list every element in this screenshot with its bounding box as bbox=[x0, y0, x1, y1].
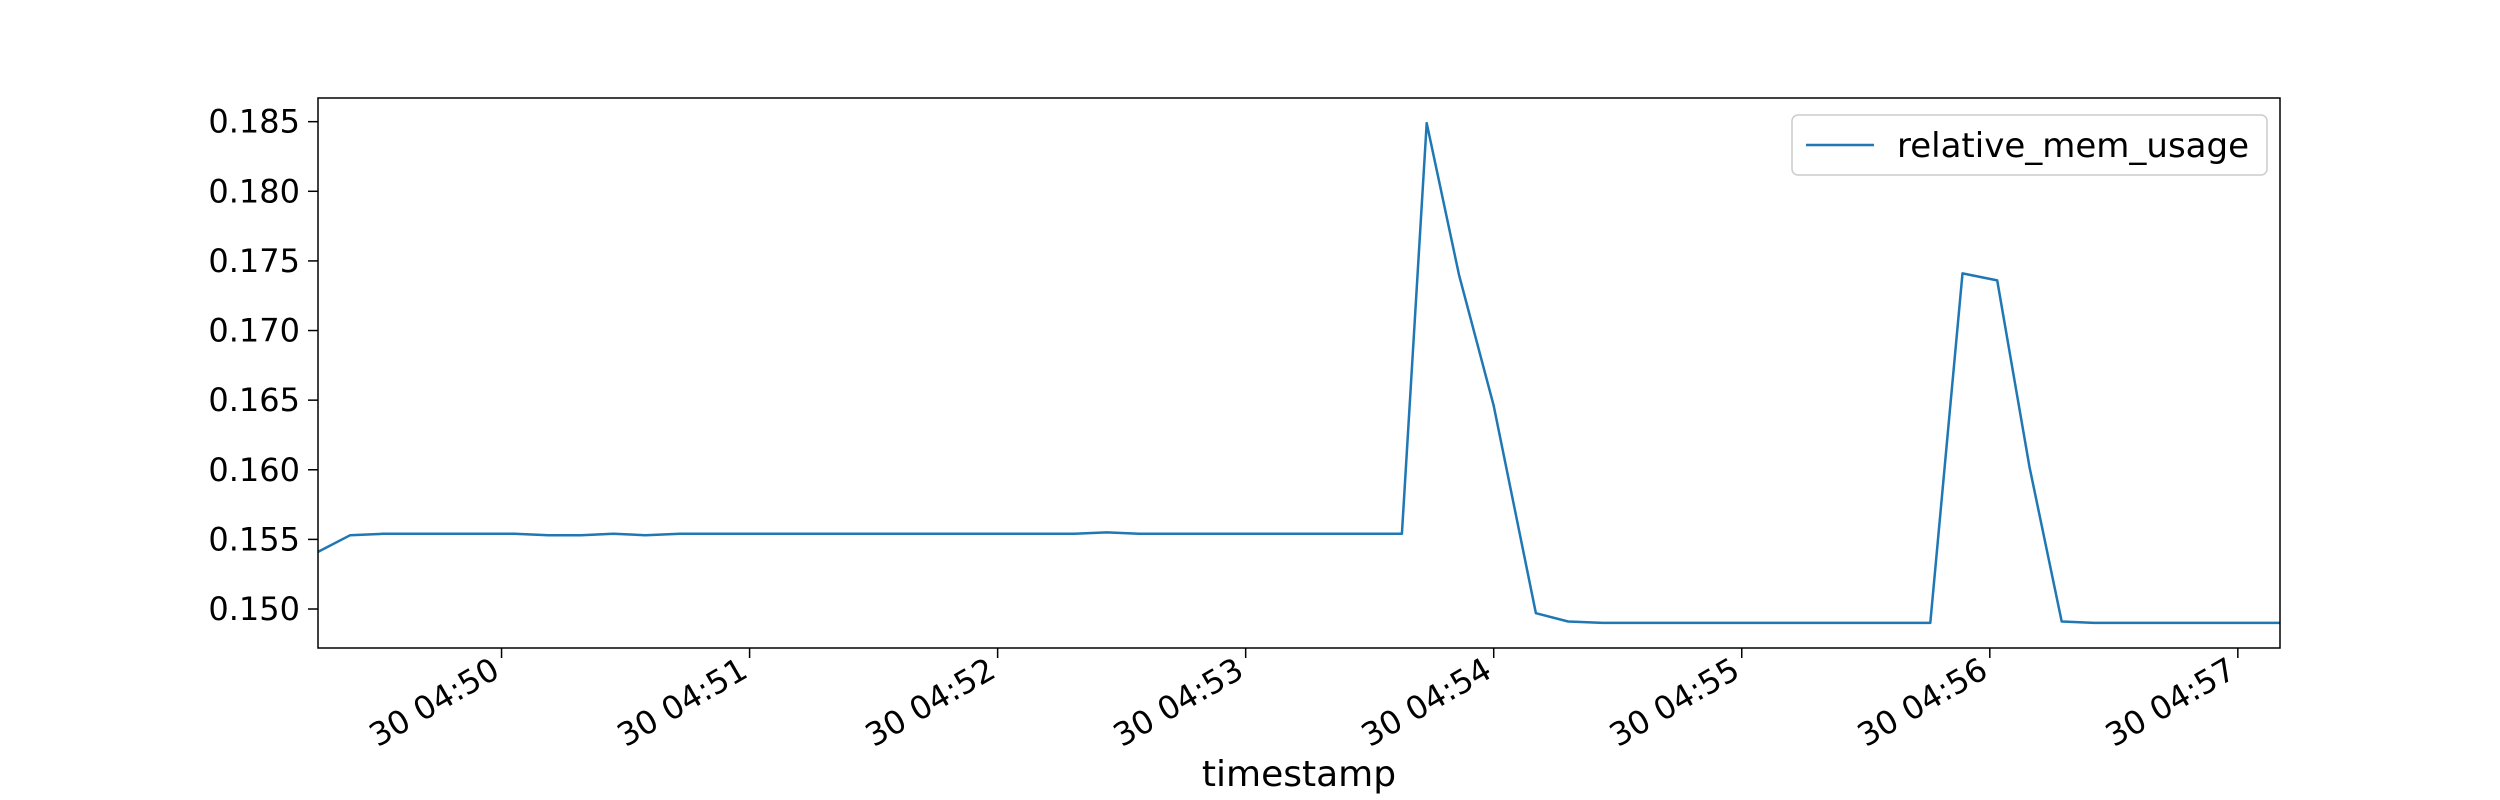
x-tick-label: 30 04:55 bbox=[1603, 650, 1746, 754]
plot-frame bbox=[317, 97, 2281, 649]
x-tick-label: 30 04:52 bbox=[859, 650, 1002, 754]
y-tick-label: 0.180 bbox=[208, 172, 300, 210]
x-tick-label: 30 04:57 bbox=[2099, 650, 2242, 754]
y-tick-label: 0.150 bbox=[208, 590, 300, 628]
y-tick-label: 0.170 bbox=[208, 312, 300, 350]
y-tick-label: 0.160 bbox=[208, 451, 300, 489]
y-tick-label: 0.165 bbox=[208, 381, 300, 419]
x-axis-title: timestamp bbox=[1202, 754, 1396, 795]
x-tick-label: 30 04:51 bbox=[611, 650, 754, 754]
y-tick-label: 0.175 bbox=[208, 242, 300, 280]
legend-box bbox=[1791, 114, 2268, 176]
legend-label: relative_mem_usage bbox=[1897, 126, 2249, 166]
x-axis-ticks: 30 04:50 30 04:51 30 04:52 30 04:53 30 04:54… bbox=[363, 648, 2242, 754]
x-tick-label: 30 04:54 bbox=[1355, 650, 1498, 754]
x-tick-label: 30 04:50 bbox=[363, 650, 506, 754]
legend: relative_mem_usage bbox=[1791, 114, 2268, 176]
y-tick-label: 0.185 bbox=[208, 103, 300, 141]
plot-series bbox=[317, 121, 2280, 625]
y-axis-ticks: 0.150 0.155 0.160 0.165 0.170 0.175 0.180 0.185 bbox=[208, 103, 318, 628]
series-line bbox=[317, 121, 2280, 625]
x-tick-label: 30 04:53 bbox=[1107, 650, 1250, 754]
x-tick-label: 30 04:56 bbox=[1851, 650, 1994, 754]
y-tick-label: 0.155 bbox=[208, 520, 300, 558]
